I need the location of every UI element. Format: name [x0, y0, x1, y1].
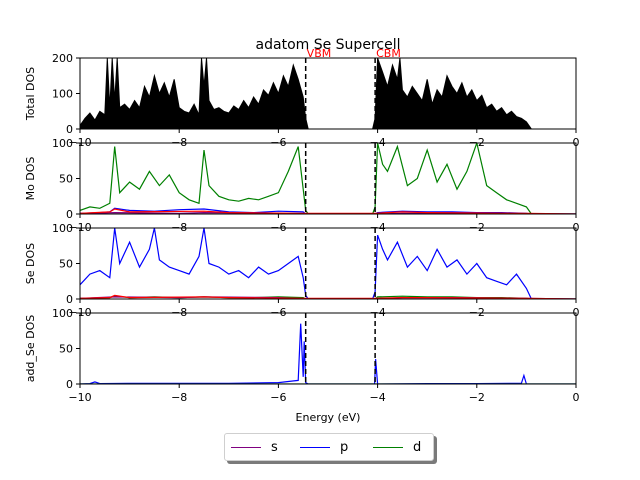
legend-label-s: s — [271, 439, 278, 455]
panel-2-ytick-label: 100 — [52, 222, 73, 235]
panel-2-ytick-label: 0 — [66, 293, 73, 306]
panel-3: 0 50 100 −10 −8 −6 −4 −2 0 add_Se DOS — [24, 307, 580, 404]
panel-3-ylabel: add_Se DOS — [24, 315, 37, 383]
panel-0-ytick-label: 0 — [66, 123, 73, 136]
panel-1-ylabel: Mo DOS — [24, 157, 37, 201]
panel-3-xtick-label: −4 — [369, 391, 385, 404]
panel-1-ytick-label: 100 — [52, 137, 73, 150]
panel-1-plot-area — [80, 143, 576, 214]
panel-3-ytick-label: 100 — [52, 307, 73, 320]
legend-swatch-d — [373, 446, 403, 448]
chart-title: adatom Se Supercell — [256, 37, 401, 53]
panel-0-ylabel: Total DOS — [24, 67, 37, 121]
panel-3-series-p — [80, 323, 576, 384]
x-axis-label: Energy (eV) — [296, 411, 361, 424]
panel-3-xtick-label: 0 — [573, 391, 580, 404]
panel-1-series-d — [80, 143, 576, 214]
legend: s p d — [224, 433, 434, 461]
panel-3-xtick-label: −6 — [270, 391, 286, 404]
marker-label-vbm: VBM — [307, 47, 332, 60]
panel-2-series-p — [80, 228, 576, 299]
legend-entry-d: d — [373, 437, 421, 457]
legend-entry-p: p — [300, 437, 348, 457]
panel-0-ytick-label: 200 — [52, 52, 73, 65]
panel-2-plot-area — [80, 228, 576, 299]
panel-3-plot-area — [80, 323, 576, 384]
panel-0-plot-area — [80, 58, 576, 129]
legend-swatch-s — [231, 446, 261, 448]
legend-swatch-p — [300, 446, 330, 448]
panel-3-xtick-label: −10 — [68, 391, 91, 404]
legend-label-p: p — [340, 439, 349, 455]
panel-2-ylabel: Se DOS — [24, 243, 37, 284]
legend-label-d: d — [413, 439, 422, 455]
panel-0-ytick-label: 100 — [52, 88, 73, 101]
panel-3-ytick-label: 0 — [66, 378, 73, 391]
panel-2-ytick-label: 50 — [59, 258, 73, 271]
panel-1-ytick-label: 50 — [59, 173, 73, 186]
panel-3-frame — [79, 312, 577, 385]
panel-1-ytick-label: 0 — [66, 208, 73, 221]
panel-3-ytick-label: 50 — [59, 343, 73, 356]
panel-3-xtick-label: −2 — [469, 391, 485, 404]
legend-entry-s: s — [231, 437, 278, 457]
panel-1-series-line3 — [80, 208, 576, 214]
panel-3-xtick-label: −8 — [171, 391, 187, 404]
panel-0-series-line0-area — [80, 58, 576, 129]
panel-2-series-line3 — [80, 294, 576, 299]
marker-label-cbm: CBM — [376, 47, 401, 60]
panel-2-frame — [79, 227, 577, 300]
